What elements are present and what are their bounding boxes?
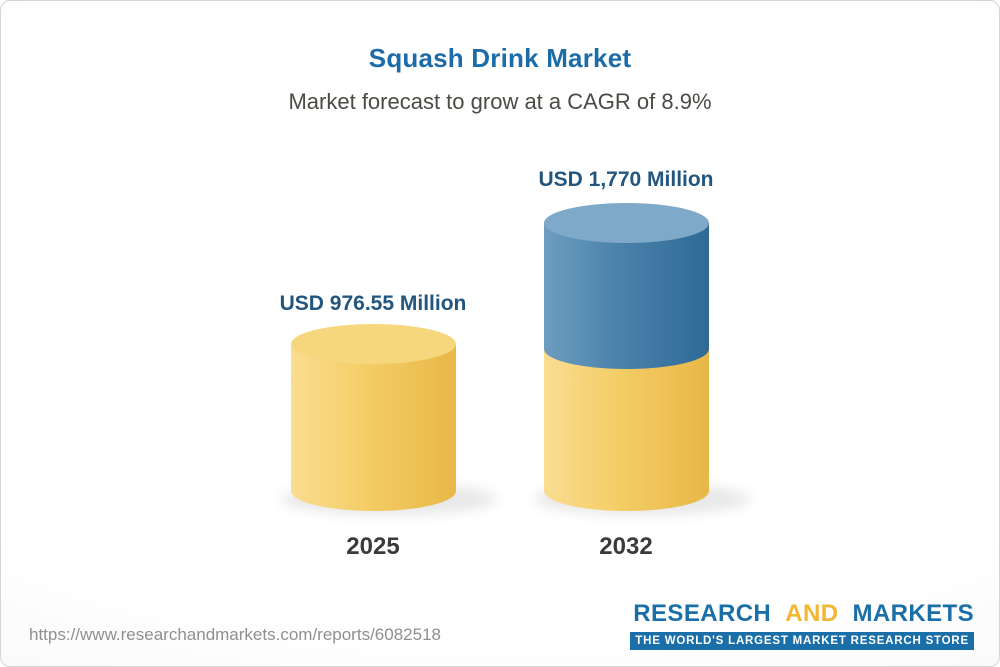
logo-word-research: RESEARCH [633,600,772,627]
report-url: https://www.researchandmarkets.com/repor… [29,625,441,644]
logo-wordmark: RESEARCH AND MARKETS [630,600,974,628]
logo-tagline: THE WORLD'S LARGEST MARKET RESEARCH STOR… [630,632,974,650]
cylinder-2032-yellow-segment [544,349,709,511]
logo-word-markets: MARKETS [852,600,974,627]
chart-subtitle: Market forecast to grow at a CAGR of 8.9… [288,89,712,114]
cylinder-2025 [291,324,456,511]
category-label-2032: 2032 [599,533,653,560]
chart-title: Squash Drink Market [368,43,632,73]
category-label-2025: 2025 [346,533,400,560]
cylinder-2032-top [544,203,709,243]
cylinder-2032 [544,203,709,511]
logo-word-and: AND [785,600,839,627]
value-label-2032: USD 1,770 Million [538,168,714,191]
cylinder-2032-blue-segment [544,223,709,369]
value-label-2025: USD 976.55 Million [279,292,467,315]
research-and-markets-logo: RESEARCH AND MARKETS THE WORLD'S LARGEST… [630,600,974,650]
